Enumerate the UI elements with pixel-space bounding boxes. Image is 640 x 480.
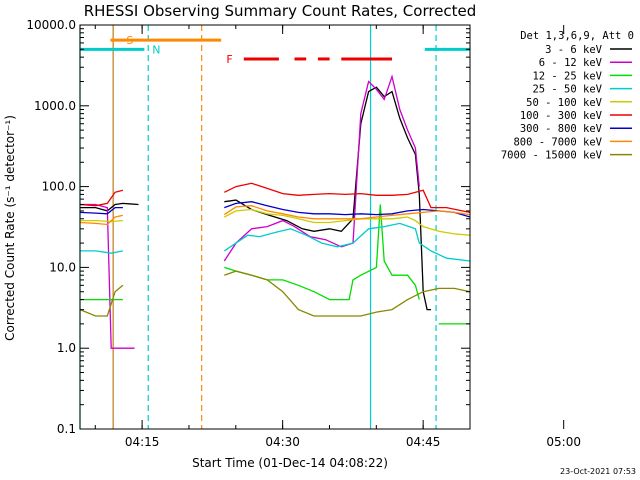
legend-label: 12 - 25 keV: [532, 70, 602, 82]
y-tick-label: 0.1: [57, 422, 76, 436]
x-tick-label: 05:00: [546, 435, 581, 449]
flag-label: S: [126, 34, 133, 47]
flag-label: F: [226, 53, 232, 66]
series-line: [79, 205, 471, 226]
legend-label: 300 - 800 keV: [520, 123, 603, 135]
series-line: [79, 201, 471, 218]
series-line: [80, 208, 471, 236]
x-tick-label: 04:15: [125, 435, 160, 449]
series-line: [79, 270, 471, 317]
legend-label: 6 - 12 keV: [539, 57, 603, 69]
x-tick-label: 04:45: [406, 435, 441, 449]
series-line: [80, 204, 470, 325]
legend-title: Det 1,3,6,9, Att 0: [520, 30, 634, 42]
legend-label: 800 - 7000 keV: [513, 136, 602, 148]
legend-label: 7000 - 15000 keV: [501, 150, 603, 162]
y-tick-label: 1.0: [57, 341, 76, 355]
y-axis-label: Corrected Count Rate (s⁻¹ detector⁻¹): [3, 115, 17, 341]
y-tick-label: 10000.0: [26, 18, 76, 32]
chart-title: RHESSI Observing Summary Count Rates, Co…: [84, 2, 477, 20]
legend-label: 50 - 100 keV: [526, 97, 603, 109]
x-tick-label: 04:30: [265, 435, 300, 449]
footer-timestamp: 23-Oct-2021 07:53: [560, 467, 636, 476]
x-axis-label: Start Time (01-Dec-14 04:08:22): [192, 456, 388, 470]
series-line: [79, 182, 471, 214]
y-tick-label: 100.0: [42, 180, 76, 194]
y-tick-label: 1000.0: [34, 99, 76, 113]
legend-label: 3 - 6 keV: [545, 44, 603, 56]
flag-label: N: [152, 43, 160, 56]
y-tick-label: 10.0: [49, 260, 76, 274]
series-line: [80, 222, 471, 262]
series-line: [80, 74, 420, 349]
legend-label: 100 - 300 keV: [520, 110, 603, 122]
series-line: [80, 86, 431, 311]
plot-frame: [79, 24, 471, 430]
legend-label: 25 - 50 keV: [532, 84, 602, 96]
